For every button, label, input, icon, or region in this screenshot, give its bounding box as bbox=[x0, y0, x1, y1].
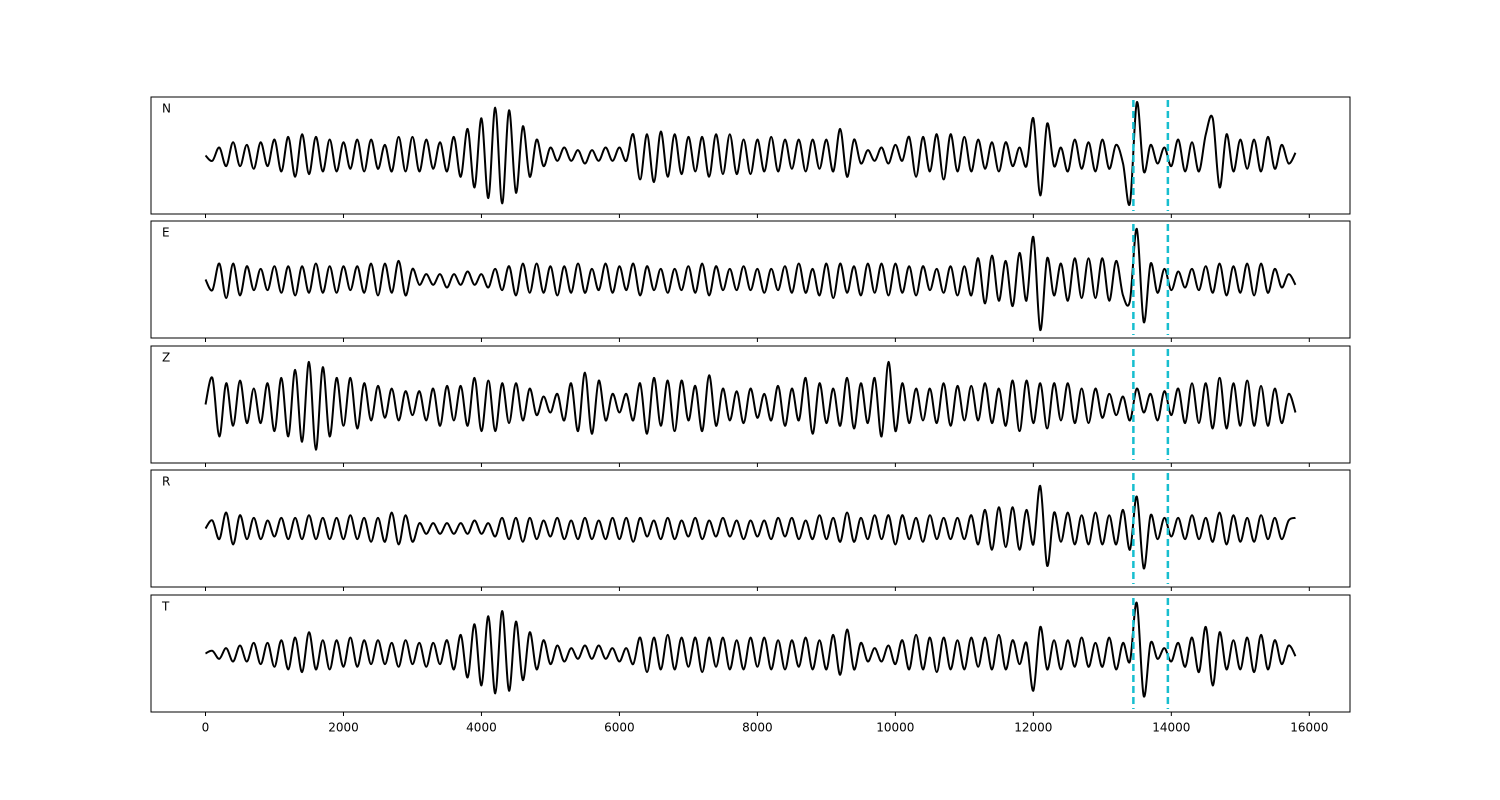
panel-label: E bbox=[162, 226, 170, 240]
panel-label: R bbox=[162, 475, 170, 489]
panel-frame bbox=[150, 96, 1351, 215]
x-tick-label: 0 bbox=[202, 721, 210, 735]
panel-frame bbox=[150, 345, 1351, 464]
panel-label: Z bbox=[162, 351, 170, 365]
panel-label: T bbox=[161, 600, 170, 614]
x-tick-label: 12000 bbox=[1014, 721, 1052, 735]
x-tick-label: 2000 bbox=[328, 721, 359, 735]
x-tick-label: 14000 bbox=[1152, 721, 1190, 735]
x-tick-label: 6000 bbox=[604, 721, 635, 735]
panel-label: N bbox=[162, 102, 171, 116]
panel-frame bbox=[150, 594, 1351, 713]
panel-frame bbox=[150, 220, 1351, 339]
waveform bbox=[205, 601, 1297, 698]
waveform bbox=[204, 227, 1297, 332]
x-tick-label: 8000 bbox=[742, 721, 773, 735]
x-tick-label: 16000 bbox=[1290, 721, 1328, 735]
x-tick-label: 10000 bbox=[876, 721, 914, 735]
x-tick-label: 4000 bbox=[466, 721, 497, 735]
waveform bbox=[204, 101, 1297, 206]
panel-frame bbox=[150, 469, 1351, 588]
waveform bbox=[204, 360, 1297, 451]
waveform bbox=[204, 484, 1296, 570]
